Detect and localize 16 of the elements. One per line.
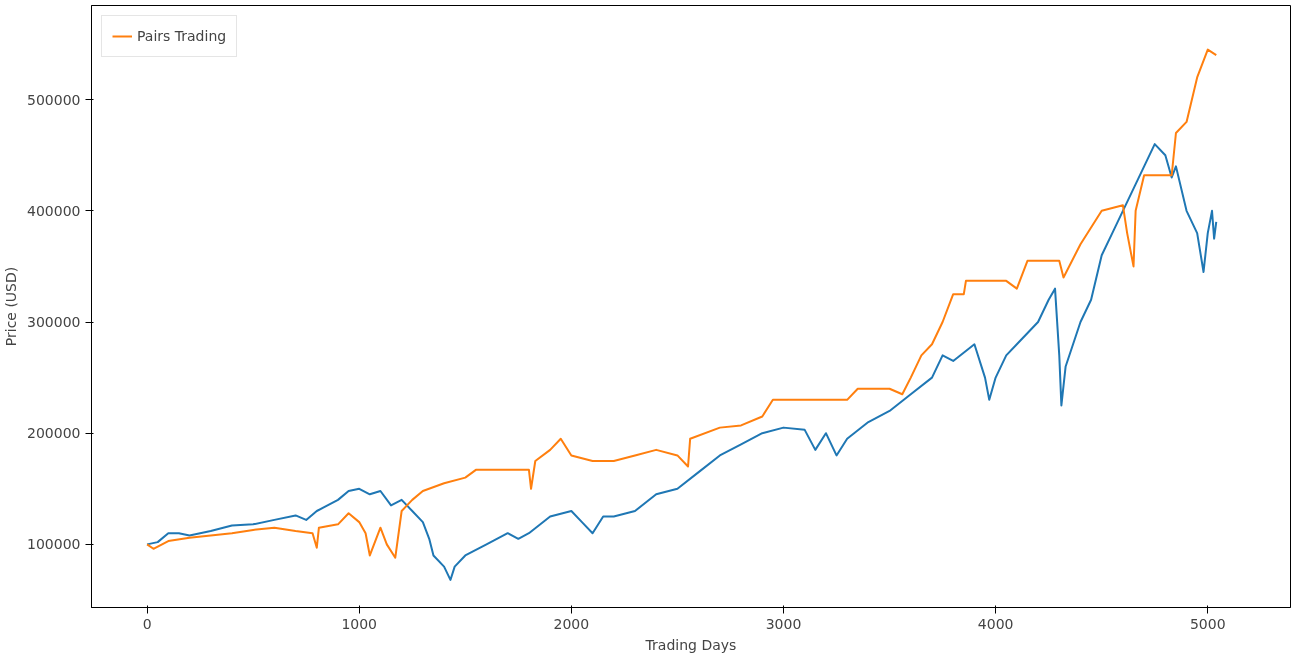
x-tick-label: 4000 (977, 615, 1014, 632)
x-tick-label: 5000 (1189, 615, 1226, 632)
y-tick-label: 400000 (27, 202, 81, 219)
y-axis-title: Price (USD) (3, 266, 20, 347)
y-tick-label: 100000 (27, 536, 81, 553)
legend-label: Pairs Trading (137, 28, 227, 44)
line-series (146, 48, 1218, 559)
y-tick-label: 300000 (27, 314, 81, 331)
line-series (146, 143, 1218, 581)
x-tick-label: 1000 (341, 615, 378, 632)
x-tick-label: 3000 (765, 615, 802, 632)
x-axis-title: Trading Days (644, 636, 737, 653)
x-tick-label: 2000 (553, 615, 590, 632)
x-tick-label: 0 (142, 615, 152, 632)
y-tick-label: 200000 (27, 425, 81, 442)
y-tick-label: 500000 (27, 91, 81, 108)
